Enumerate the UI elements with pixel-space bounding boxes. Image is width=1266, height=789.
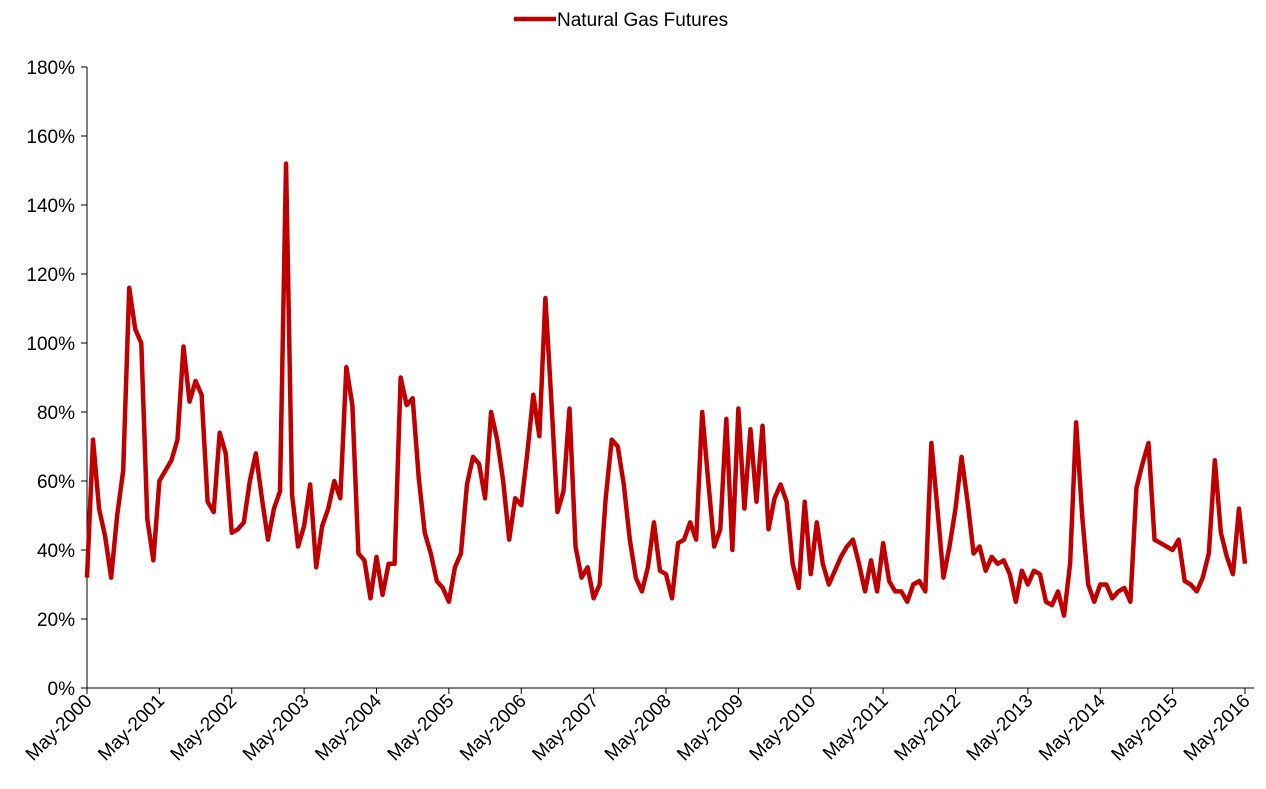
x-tick-label: May-2007: [529, 691, 604, 766]
y-tick-label: 100%: [26, 334, 75, 355]
y-tick-label: 80%: [37, 403, 75, 424]
y-tick-label: 120%: [26, 265, 75, 286]
x-tick-label: May-2013: [963, 691, 1038, 766]
x-tick-label: May-2002: [167, 691, 242, 766]
legend-label: Natural Gas Futures: [557, 10, 728, 31]
y-tick-label: 180%: [26, 58, 75, 79]
x-tick-label: May-2010: [746, 691, 821, 766]
x-tick-label: May-2000: [22, 691, 97, 766]
x-tick-label: May-2011: [819, 691, 893, 765]
x-tick-label: May-2012: [890, 691, 965, 766]
x-tick-label: May-2015: [1108, 691, 1183, 766]
y-tick-label: 0%: [48, 679, 76, 700]
y-tick-label: 60%: [37, 472, 75, 493]
y-tick-label: 160%: [26, 127, 75, 148]
x-tick-label: May-2016: [1180, 691, 1255, 766]
x-tick-label: May-2006: [456, 691, 531, 766]
x-tick-label: May-2001: [94, 691, 169, 766]
x-tick-label: May-2003: [239, 691, 314, 766]
y-tick-label: 40%: [37, 541, 75, 562]
line-series: [84, 161, 1248, 618]
y-tick-label: 20%: [37, 610, 75, 631]
x-tick-label: May-2004: [311, 690, 386, 765]
x-tick-label: May-2008: [601, 691, 676, 766]
x-tick-label: May-2005: [384, 691, 459, 766]
y-tick-label: 140%: [26, 196, 75, 217]
x-tick-label: May-2014: [1035, 690, 1110, 765]
x-tick-label: May-2009: [673, 691, 748, 766]
